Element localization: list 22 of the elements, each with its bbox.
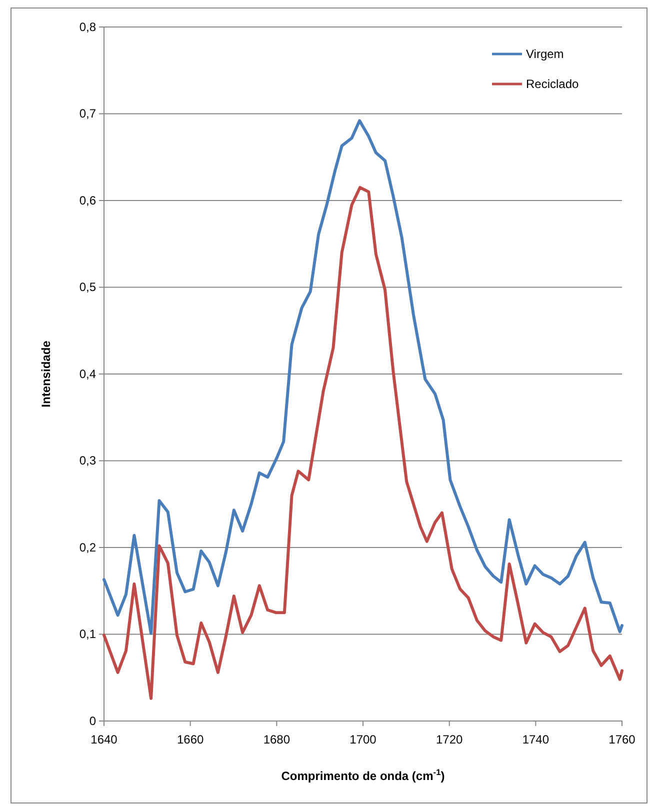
- y-tick-label: 0,7: [79, 106, 96, 121]
- legend-label: Virgem: [526, 47, 564, 62]
- x-tick-label: 1760: [608, 732, 636, 746]
- x-tick-label: 1660: [176, 732, 204, 746]
- y-tick-label: 0,8: [79, 20, 96, 34]
- x-axis-title: Comprimento de onda (cm$^{-1}$): [281, 767, 445, 783]
- x-tick-label: 1640: [90, 732, 118, 746]
- y-tick-label: 0,4: [79, 366, 96, 381]
- y-tick-label: 0,3: [79, 454, 96, 468]
- x-tick-label: 1720: [436, 732, 464, 746]
- y-axis-title: Intensidade: [39, 340, 53, 408]
- x-tick-label: 1740: [522, 732, 550, 746]
- y-tick-label: 0,1: [79, 627, 96, 642]
- y-tick-label: 0: [89, 714, 96, 728]
- x-tick-label: 1700: [350, 732, 377, 746]
- y-tick-label: 0,5: [79, 280, 96, 294]
- y-tick-label: 0,6: [79, 193, 96, 208]
- line-series: [102, 186, 624, 700]
- x-tick-label: 1680: [263, 732, 290, 746]
- line-series: [102, 119, 624, 635]
- legend-label: Reciclado: [526, 77, 580, 92]
- y-tick-label: 0,2: [79, 540, 96, 554]
